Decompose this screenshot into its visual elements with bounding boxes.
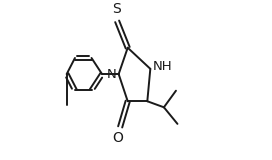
Text: S: S [112,2,121,16]
Text: N: N [107,68,116,81]
Text: O: O [112,131,123,145]
Text: NH: NH [153,60,172,73]
